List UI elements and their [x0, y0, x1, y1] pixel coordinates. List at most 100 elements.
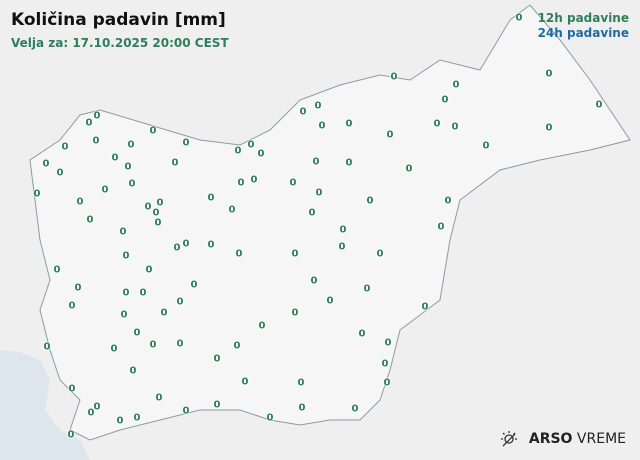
station-value[interactable]: 0 — [122, 250, 130, 262]
station-value[interactable]: 0 — [207, 239, 215, 251]
station-value[interactable]: 0 — [145, 264, 153, 276]
station-value[interactable]: 0 — [127, 139, 135, 151]
station-value[interactable]: 0 — [74, 282, 82, 294]
station-value[interactable]: 0 — [421, 301, 429, 313]
station-value[interactable]: 0 — [312, 156, 320, 168]
station-value[interactable]: 0 — [156, 197, 164, 209]
station-value[interactable]: 0 — [326, 295, 334, 307]
station-value[interactable]: 0 — [171, 157, 179, 169]
station-value[interactable]: 0 — [351, 403, 359, 415]
station-value[interactable]: 0 — [144, 201, 152, 213]
station-value[interactable]: 0 — [92, 135, 100, 147]
station-value[interactable]: 0 — [291, 248, 299, 260]
station-value[interactable]: 0 — [258, 320, 266, 332]
station-value[interactable]: 0 — [85, 117, 93, 129]
station-value[interactable]: 0 — [53, 264, 61, 276]
station-value[interactable]: 0 — [310, 275, 318, 287]
station-value[interactable]: 0 — [176, 296, 184, 308]
legend-12h[interactable]: 12h padavine — [537, 11, 629, 25]
station-value[interactable]: 0 — [149, 339, 157, 351]
station-value[interactable]: 0 — [297, 377, 305, 389]
station-value[interactable]: 0 — [207, 192, 215, 204]
station-value[interactable]: 0 — [43, 341, 51, 353]
station-value[interactable]: 0 — [155, 392, 163, 404]
station-value[interactable]: 0 — [291, 307, 299, 319]
station-value[interactable]: 0 — [42, 158, 50, 170]
station-value[interactable]: 0 — [363, 283, 371, 295]
station-value[interactable]: 0 — [545, 68, 553, 80]
station-value[interactable]: 0 — [133, 327, 141, 339]
station-value[interactable]: 0 — [308, 207, 316, 219]
station-value[interactable]: 0 — [182, 405, 190, 417]
station-value[interactable]: 0 — [515, 12, 523, 24]
station-value[interactable]: 0 — [299, 106, 307, 118]
station-value[interactable]: 0 — [235, 248, 243, 260]
station-value[interactable]: 0 — [298, 402, 306, 414]
station-value[interactable]: 0 — [383, 377, 391, 389]
station-value[interactable]: 0 — [86, 214, 94, 226]
legend-24h[interactable]: 24h padavine — [537, 26, 629, 40]
station-value[interactable]: 0 — [173, 242, 181, 254]
station-value[interactable]: 0 — [595, 99, 603, 111]
station-value[interactable]: 0 — [182, 137, 190, 149]
station-value[interactable]: 0 — [139, 287, 147, 299]
station-value[interactable]: 0 — [482, 140, 490, 152]
station-value[interactable]: 0 — [110, 343, 118, 355]
station-value[interactable]: 0 — [119, 226, 127, 238]
station-value[interactable]: 0 — [381, 358, 389, 370]
station-value[interactable]: 0 — [160, 307, 168, 319]
station-value[interactable]: 0 — [213, 399, 221, 411]
station-value[interactable]: 0 — [545, 122, 553, 134]
station-value[interactable]: 0 — [152, 207, 160, 219]
station-value[interactable]: 0 — [68, 300, 76, 312]
station-value[interactable]: 0 — [56, 167, 64, 179]
station-value[interactable]: 0 — [233, 340, 241, 352]
station-value[interactable]: 0 — [67, 429, 75, 441]
station-value[interactable]: 0 — [76, 196, 84, 208]
station-value[interactable]: 0 — [247, 139, 255, 151]
station-value[interactable]: 0 — [250, 174, 258, 186]
station-value[interactable]: 0 — [93, 401, 101, 413]
station-value[interactable]: 0 — [386, 129, 394, 141]
station-value[interactable]: 0 — [93, 110, 101, 122]
station-value[interactable]: 0 — [190, 279, 198, 291]
station-value[interactable]: 0 — [345, 118, 353, 130]
station-value[interactable]: 0 — [237, 177, 245, 189]
station-value[interactable]: 0 — [120, 309, 128, 321]
station-value[interactable]: 0 — [33, 188, 41, 200]
station-value[interactable]: 0 — [154, 217, 162, 229]
station-value[interactable]: 0 — [87, 407, 95, 419]
station-value[interactable]: 0 — [366, 195, 374, 207]
station-value[interactable]: 0 — [339, 224, 347, 236]
station-value[interactable]: 0 — [129, 365, 137, 377]
station-value[interactable]: 0 — [234, 145, 242, 157]
station-value[interactable]: 0 — [452, 79, 460, 91]
station-value[interactable]: 0 — [116, 415, 124, 427]
station-value[interactable]: 0 — [176, 338, 184, 350]
station-value[interactable]: 0 — [358, 328, 366, 340]
station-value[interactable]: 0 — [257, 148, 265, 160]
station-value[interactable]: 0 — [101, 184, 109, 196]
station-value[interactable]: 0 — [266, 412, 274, 424]
station-value[interactable]: 0 — [241, 376, 249, 388]
station-value[interactable]: 0 — [405, 163, 413, 175]
station-value[interactable]: 0 — [437, 221, 445, 233]
station-value[interactable]: 0 — [133, 412, 141, 424]
station-value[interactable]: 0 — [314, 100, 322, 112]
station-value[interactable]: 0 — [318, 120, 326, 132]
station-value[interactable]: 0 — [433, 118, 441, 130]
station-value[interactable]: 0 — [124, 161, 132, 173]
station-value[interactable]: 0 — [441, 94, 449, 106]
station-value[interactable]: 0 — [61, 141, 69, 153]
station-value[interactable]: 0 — [451, 121, 459, 133]
station-value[interactable]: 0 — [390, 71, 398, 83]
station-value[interactable]: 0 — [338, 241, 346, 253]
station-value[interactable]: 0 — [68, 383, 76, 395]
station-value[interactable]: 0 — [128, 178, 136, 190]
station-value[interactable]: 0 — [213, 353, 221, 365]
station-value[interactable]: 0 — [182, 238, 190, 250]
station-value[interactable]: 0 — [111, 152, 119, 164]
station-value[interactable]: 0 — [228, 204, 236, 216]
station-value[interactable]: 0 — [376, 248, 384, 260]
station-value[interactable]: 0 — [315, 187, 323, 199]
